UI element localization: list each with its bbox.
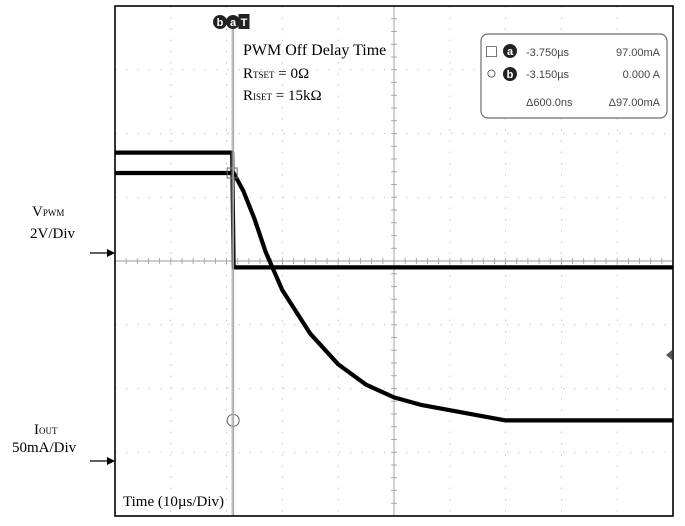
cursor-b-value: 0.000 A — [623, 69, 661, 81]
condition-rtset: RTSET = 0Ω — [243, 66, 309, 84]
cursor-a-top-marker-letter: a — [230, 17, 237, 29]
channel-1-name-main: V — [32, 204, 43, 220]
cursor-a-marker-letter: a — [507, 46, 514, 58]
channel-2-name-sub: OUT — [39, 426, 58, 436]
plot-frame — [114, 5, 674, 517]
x-axis-label: Time (10µs/Div) — [123, 494, 225, 510]
condition-rtset-value: = 0Ω — [278, 66, 310, 82]
cursor-delta-time: Δ600.0ns — [526, 97, 573, 109]
cursor-a-time: -3.750µs — [526, 47, 570, 59]
channel-2-name: IOUT — [34, 422, 58, 440]
trace-channel-1 — [115, 150, 673, 270]
cursor-b-time: -3.150µs — [526, 69, 570, 81]
cursor-a-top-marker-icon — [226, 15, 240, 29]
trigger-time-marker-letter: T — [241, 17, 248, 29]
cursor-a-marker-icon — [503, 44, 517, 58]
cursor-b-marker-icon — [503, 67, 517, 81]
condition-riset: RISET = 15kΩ — [243, 88, 322, 106]
cursor-b-top-marker-icon — [213, 15, 227, 29]
condition-rtset-subscript: TSET — [253, 70, 275, 80]
plot-grid — [114, 5, 674, 517]
channel-2-scale: 50mA/Div — [12, 440, 77, 456]
channel-2-arrow-icon — [107, 457, 115, 465]
cursor-b-top-marker-letter: b — [217, 17, 224, 29]
channel-1-name-sub: PWM — [42, 208, 65, 218]
trigger-markers: b a T — [213, 14, 250, 29]
condition-rtset-symbol: R — [243, 66, 254, 82]
channel-1-scale: 2V/Div — [30, 226, 75, 242]
condition-riset-subscript: ISET — [253, 92, 273, 102]
trigger-level-marker-icon — [666, 350, 672, 360]
trace-channel-2 — [115, 170, 673, 423]
channel-1-name: VPWM — [32, 204, 64, 222]
trigger-time-marker-icon — [238, 14, 250, 29]
cursor-readout-box: □ a -3.750µs 97.00mA ○ b -3.150µs 0.000 … — [480, 33, 668, 119]
cursor-a-box-glyph: □ — [486, 41, 497, 61]
channel-2-name-main: I — [34, 422, 39, 438]
cursor-b-circle-glyph: ○ — [486, 63, 497, 83]
cursor-lines — [231, 24, 235, 516]
condition-riset-symbol: R — [243, 88, 254, 104]
channel-1-arrow-icon — [107, 249, 115, 257]
cursor-b-marker-letter: b — [507, 69, 514, 81]
cursor-delta-value: Δ97.00mA — [609, 97, 661, 109]
chart-title: PWM Off Delay Time — [243, 42, 387, 59]
channel-arrows — [90, 249, 672, 465]
cursor-a-value: 97.00mA — [616, 47, 661, 59]
condition-riset-value: = 15kΩ — [275, 88, 322, 104]
